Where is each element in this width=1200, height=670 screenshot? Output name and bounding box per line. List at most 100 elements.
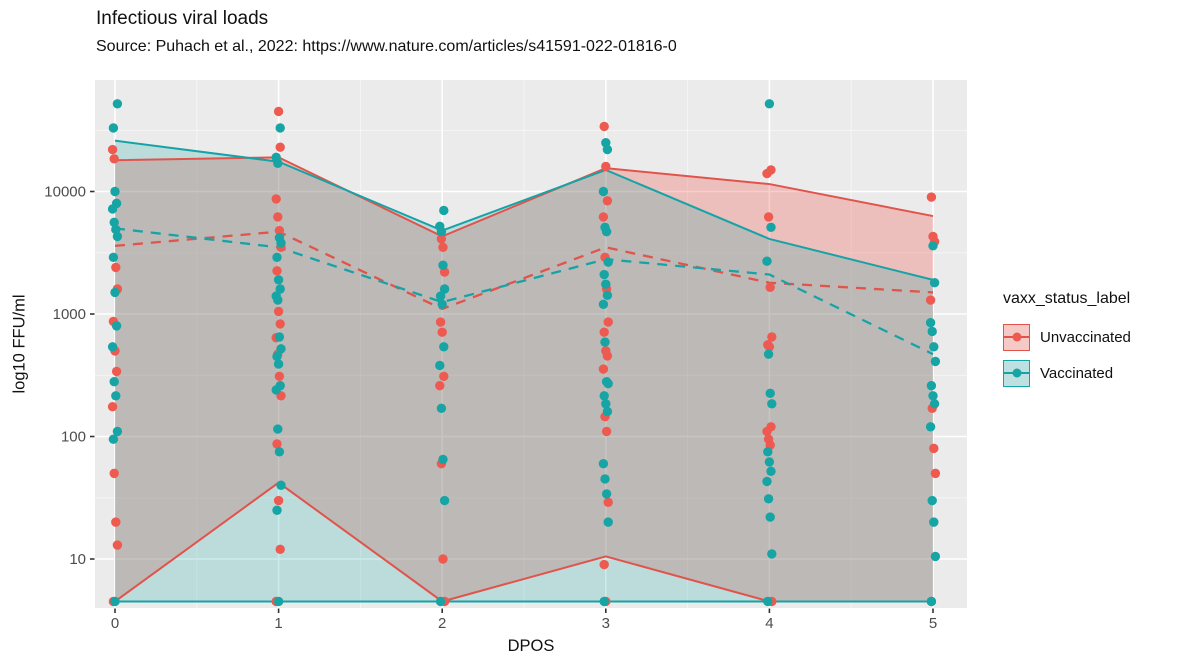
data-point	[107, 144, 118, 155]
data-point	[436, 226, 447, 237]
data-point	[925, 317, 936, 328]
plot-marks	[107, 99, 941, 607]
data-point	[435, 596, 446, 607]
data-point	[276, 344, 286, 354]
data-point	[930, 551, 941, 562]
legend-label-vaccinated: Vaccinated	[1040, 364, 1114, 382]
data-point	[273, 106, 284, 117]
data-point	[439, 342, 449, 352]
data-point	[273, 306, 284, 317]
legend-key-vaccinated-icon	[1003, 359, 1030, 387]
data-point	[601, 279, 611, 289]
data-point	[602, 351, 613, 361]
data-point	[111, 517, 121, 527]
data-point	[930, 468, 941, 479]
data-point	[925, 422, 936, 432]
data-point	[763, 349, 774, 359]
data-point	[929, 443, 939, 454]
data-point	[925, 295, 936, 305]
data-point	[107, 342, 118, 352]
data-point	[926, 192, 937, 202]
data-point	[601, 161, 611, 172]
data-point	[926, 596, 937, 607]
data-point	[763, 212, 774, 222]
x-tick-label: 5	[929, 615, 937, 632]
x-tick-label: 1	[274, 615, 282, 632]
data-point	[111, 262, 121, 273]
data-point	[437, 299, 447, 310]
data-point	[929, 399, 940, 409]
data-point	[438, 454, 448, 465]
data-point	[602, 290, 613, 301]
data-point	[439, 371, 449, 382]
data-point	[763, 494, 774, 504]
data-point	[439, 495, 450, 506]
y-axis-title: log10 FFU/ml	[10, 294, 29, 394]
data-point	[272, 505, 282, 515]
data-point	[110, 287, 120, 298]
data-point	[111, 366, 122, 377]
data-point	[603, 257, 613, 267]
data-point	[603, 317, 613, 327]
data-point	[107, 402, 118, 412]
data-point	[601, 489, 612, 499]
ribbon-unvaccinated	[115, 157, 933, 602]
data-point	[435, 360, 445, 371]
data-point	[929, 342, 939, 352]
data-point	[275, 123, 285, 133]
legend-label-unvaccinated: Unvaccinated	[1040, 328, 1131, 346]
data-point	[274, 225, 285, 236]
data-point	[111, 321, 122, 331]
data-point	[767, 332, 777, 342]
data-point	[275, 319, 285, 329]
x-tick-label: 4	[765, 615, 773, 632]
data-point	[929, 517, 939, 527]
data-point	[107, 204, 118, 214]
data-point	[767, 399, 777, 409]
data-point	[273, 212, 283, 222]
x-tick-label: 3	[602, 615, 610, 632]
data-point	[927, 326, 937, 337]
data-point	[927, 495, 937, 506]
data-point	[276, 238, 286, 248]
data-point	[762, 476, 772, 487]
data-point	[765, 282, 775, 293]
data-point	[109, 217, 119, 228]
data-point	[108, 252, 119, 263]
y-tick-label: 1000	[53, 306, 86, 323]
data-point	[109, 377, 119, 387]
data-point	[764, 99, 775, 109]
data-point	[112, 99, 123, 109]
data-point	[112, 231, 123, 242]
data-point	[602, 196, 613, 206]
mean-line-vaccinated	[114, 227, 934, 356]
points-vaccinated	[107, 99, 941, 607]
data-point	[765, 512, 775, 522]
x-axis-title: DPOS	[507, 637, 555, 655]
data-point	[599, 391, 609, 401]
data-point	[110, 186, 120, 197]
y-tick-label: 100	[61, 429, 86, 446]
data-point	[111, 391, 121, 401]
data-point	[598, 364, 609, 374]
data-point	[600, 337, 610, 347]
data-point	[598, 299, 609, 310]
data-point	[928, 391, 938, 401]
data-point	[275, 544, 285, 555]
axes: 0 1 2 3 4 5 10 100 1000 10000	[44, 184, 937, 633]
data-point	[598, 458, 609, 469]
data-point	[109, 154, 119, 164]
data-point	[762, 256, 772, 266]
data-point	[929, 278, 940, 288]
x-tick-label: 2	[438, 615, 446, 632]
data-point	[436, 234, 447, 244]
data-point	[928, 241, 938, 251]
data-point	[112, 426, 123, 437]
data-point	[603, 517, 613, 527]
data-point	[274, 371, 285, 382]
data-point	[762, 426, 772, 437]
data-point	[273, 424, 283, 434]
data-point	[272, 351, 282, 362]
